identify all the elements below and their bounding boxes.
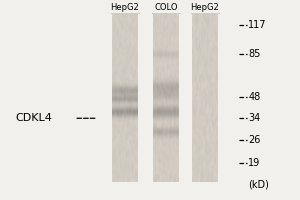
Text: COLO: COLO [154, 3, 178, 12]
Text: (kD): (kD) [248, 179, 269, 189]
Text: 48: 48 [248, 92, 260, 102]
Text: 34: 34 [248, 113, 260, 123]
Text: 85: 85 [248, 49, 260, 59]
Text: HepG2: HepG2 [190, 3, 219, 12]
Text: CDKL4: CDKL4 [15, 113, 52, 123]
Text: 117: 117 [248, 20, 267, 30]
Text: HepG2: HepG2 [110, 3, 139, 12]
Text: 26: 26 [248, 135, 260, 145]
Text: 19: 19 [248, 158, 260, 168]
